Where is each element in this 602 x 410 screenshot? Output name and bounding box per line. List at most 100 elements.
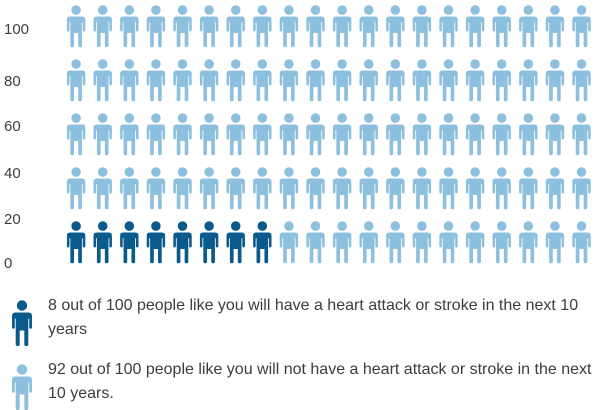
person-icon-unaffected — [412, 59, 432, 102]
person-icon-unaffected — [306, 113, 325, 156]
person-icon-unaffected — [545, 167, 565, 210]
person-icon-unaffected — [279, 167, 299, 210]
person-icon-unaffected — [120, 59, 139, 102]
person-icon-unaffected — [492, 59, 511, 102]
person-icon-unaffected — [66, 113, 86, 156]
y-tick-label-0: 0 — [4, 255, 13, 272]
person-icon-unaffected — [306, 221, 325, 264]
person-icon-unaffected — [173, 167, 192, 210]
person-icon-unaffected — [439, 5, 458, 48]
y-tick-label-60: 60 — [4, 118, 21, 135]
person-icon-unaffected — [572, 167, 591, 210]
person-icon-unaffected — [93, 113, 112, 156]
person-icon-unaffected — [359, 167, 378, 210]
person-icon-unaffected — [572, 59, 591, 102]
person-icon-unaffected — [146, 5, 166, 48]
person-icon-unaffected — [173, 59, 192, 102]
person-icon-unaffected — [66, 167, 86, 210]
person-icon-unaffected — [226, 5, 245, 48]
person-icon-unaffected — [279, 5, 299, 48]
legend-text-unaffected: 92 out of 100 people like you will not h… — [48, 361, 592, 402]
person-icon-unaffected — [253, 113, 272, 156]
person-icon-unaffected — [93, 59, 112, 102]
person-icon-unaffected — [465, 5, 485, 48]
person-icon-unaffected — [199, 59, 219, 102]
person-icon-unaffected — [412, 113, 432, 156]
person-icon-unaffected — [199, 113, 219, 156]
person-icon — [12, 300, 32, 346]
person-icon-unaffected — [332, 221, 352, 264]
legend-item-unaffected: 92 out of 100 people like you will not h… — [0, 358, 602, 410]
person-icon-unaffected — [306, 5, 325, 48]
person-icon-unaffected — [332, 59, 352, 102]
person-icon-affected — [66, 221, 86, 264]
person-icon-unaffected — [253, 5, 272, 48]
person-icon-unaffected — [386, 167, 405, 210]
person-icon-unaffected — [412, 167, 432, 210]
person-icon-unaffected — [279, 113, 299, 156]
person-icon-unaffected — [66, 59, 86, 102]
person-icon-unaffected — [492, 5, 511, 48]
person-icon-affected — [226, 221, 245, 264]
person-icon-unaffected — [465, 221, 485, 264]
person-icon-unaffected — [439, 113, 458, 156]
person-icon-unaffected — [173, 5, 192, 48]
person-icon-unaffected — [519, 167, 538, 210]
person-icon-unaffected — [545, 113, 565, 156]
y-tick-label-100: 100 — [4, 21, 30, 38]
person-icon-affected — [146, 221, 166, 264]
person-icon-unaffected — [545, 59, 565, 102]
person-icon-unaffected — [359, 59, 378, 102]
person-icon-unaffected — [173, 113, 192, 156]
y-tick-label-20: 20 — [4, 211, 21, 228]
person-icon-unaffected — [93, 167, 112, 210]
person-icon-unaffected — [226, 59, 245, 102]
y-tick-label-80: 80 — [4, 73, 21, 90]
person-icon-unaffected — [359, 221, 378, 264]
person-icon-unaffected — [146, 113, 166, 156]
person-icon-unaffected — [439, 221, 458, 264]
pictogram-chart — [66, 5, 591, 264]
person-icon-unaffected — [226, 167, 245, 210]
person-icon-unaffected — [572, 221, 591, 264]
person-icon-unaffected — [492, 167, 511, 210]
person-icon-unaffected — [492, 113, 511, 156]
person-icon-affected — [253, 221, 272, 264]
person-icon-unaffected — [253, 167, 272, 210]
person-icon-unaffected — [93, 5, 112, 48]
person-icon-unaffected — [465, 59, 485, 102]
legend-text-affected: 8 out of 100 people like you will have a… — [48, 297, 579, 338]
person-icon-unaffected — [492, 221, 511, 264]
person-icon-unaffected — [359, 5, 378, 48]
person-icon-unaffected — [359, 113, 378, 156]
person-icon-unaffected — [120, 113, 139, 156]
person-icon — [12, 364, 32, 410]
person-icon-unaffected — [66, 5, 86, 48]
person-icon-unaffected — [465, 167, 485, 210]
person-icon-unaffected — [199, 167, 219, 210]
person-icon-unaffected — [519, 113, 538, 156]
person-icon-unaffected — [386, 221, 405, 264]
person-icon-unaffected — [439, 59, 458, 102]
person-icon-unaffected — [465, 113, 485, 156]
person-icon-unaffected — [519, 59, 538, 102]
person-icon-unaffected — [146, 167, 166, 210]
person-icon-unaffected — [519, 5, 538, 48]
person-icon-unaffected — [146, 59, 166, 102]
person-icon-unaffected — [412, 5, 432, 48]
person-icon-unaffected — [412, 221, 432, 264]
person-icon-unaffected — [120, 5, 139, 48]
y-tick-label-40: 40 — [4, 165, 21, 182]
person-icon-affected — [120, 221, 139, 264]
person-icon-unaffected — [253, 59, 272, 102]
person-icon-unaffected — [545, 221, 565, 264]
person-icon-unaffected — [199, 5, 219, 48]
person-icon-unaffected — [386, 5, 405, 48]
person-icon-unaffected — [226, 113, 245, 156]
person-icon-unaffected — [332, 167, 352, 210]
person-icon-unaffected — [279, 221, 299, 264]
person-icon-unaffected — [386, 113, 405, 156]
person-icon-unaffected — [519, 221, 538, 264]
person-icon-unaffected — [306, 59, 325, 102]
legend-item-affected: 8 out of 100 people like you will have a… — [0, 294, 602, 346]
